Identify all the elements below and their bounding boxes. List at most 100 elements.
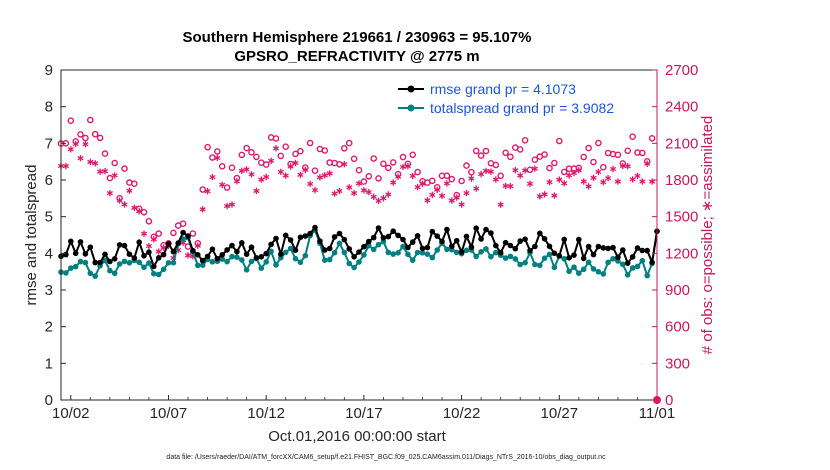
possible-obs-point-4 — [77, 131, 84, 138]
assimilated-obs-point-76 — [429, 191, 436, 199]
possible-obs-point-35 — [228, 164, 236, 171]
assimilated-obs-point-68 — [390, 179, 397, 186]
y-left-tick-label-4: 4 — [45, 245, 53, 262]
assimilated-obs-point-120 — [644, 160, 651, 167]
rmse-point-61 — [356, 249, 362, 255]
rmse-point-62 — [361, 243, 367, 250]
totalspread-point-86 — [478, 249, 484, 255]
rmse-point-37 — [239, 240, 245, 246]
totalspread-point-119 — [639, 257, 646, 264]
possible-obs-point-58 — [340, 144, 348, 152]
assimilated-obs-point-7 — [92, 160, 99, 167]
rmse-point-111 — [600, 245, 607, 251]
assimilated-obs-point-98 — [536, 193, 543, 200]
x-tick-label-6: 11/01 — [639, 405, 675, 422]
totalspread-point-7 — [92, 273, 98, 279]
totalspread-point-85 — [473, 253, 480, 260]
totalspread-point-29 — [199, 262, 206, 269]
assimilated-obs-point-52 — [311, 186, 319, 194]
possible-obs-point-59 — [345, 139, 353, 147]
rmse-point-116 — [624, 260, 631, 266]
assimilated-obs-point-95 — [521, 167, 529, 174]
assimilated-obs-point-13 — [121, 201, 128, 208]
possible-obs-point-103 — [560, 168, 568, 176]
y-left-tick-label-5: 5 — [45, 209, 53, 226]
rmse-point-48 — [292, 247, 299, 253]
rmse-point-118 — [634, 245, 641, 251]
rmse-point-120 — [644, 247, 650, 254]
totalspread-point-108 — [585, 259, 592, 266]
totalspread-point-18 — [146, 260, 152, 266]
x-tick-label-5: 10/27 — [541, 405, 579, 422]
y-right-tick-label-7: 2100 — [665, 135, 698, 152]
assimilated-obs-point-34 — [223, 202, 231, 210]
rmse-point-21 — [160, 251, 167, 258]
assimilated-obs-point-50 — [302, 166, 309, 174]
assimilated-obs-point-31 — [209, 173, 216, 181]
assimilated-obs-point-108 — [585, 183, 592, 190]
assimilated-obs-point-32 — [214, 154, 221, 162]
assimilated-obs-point-82 — [458, 201, 465, 208]
assimilated-obs-point-29 — [199, 206, 206, 213]
rmse-point-5 — [82, 251, 89, 257]
rmse-point-70 — [400, 236, 406, 243]
assimilated-obs-point-56 — [331, 190, 338, 197]
assimilated-obs-point-39 — [248, 171, 255, 178]
totalspread-point-69 — [395, 250, 401, 256]
assimilated-obs-point-28 — [194, 242, 201, 249]
assimilated-obs-point-30 — [204, 188, 211, 195]
rmse-point-7 — [92, 259, 98, 266]
rmse-point-24 — [175, 240, 181, 246]
rmse-point-27 — [190, 247, 196, 254]
totalspread-point-28 — [195, 262, 201, 269]
rmse-point-6 — [87, 244, 94, 250]
series-assimilated-obs — [57, 140, 661, 404]
possible-obs-point-6 — [87, 116, 94, 124]
totalspread-point-100 — [546, 251, 553, 258]
possible-obs-point-18 — [145, 217, 153, 225]
totalspread-point-31 — [209, 259, 216, 265]
possible-obs-point-46 — [282, 143, 290, 150]
possible-obs-point-102 — [556, 137, 563, 145]
assimilated-obs-point-104 — [565, 172, 573, 179]
rmse-point-8 — [97, 259, 103, 266]
totalspread-point-48 — [292, 255, 299, 262]
totalspread-point-57 — [336, 240, 343, 247]
rmse-point-82 — [458, 249, 465, 255]
rmse-point-22 — [165, 241, 172, 247]
rmse-point-15 — [131, 255, 138, 261]
y-right-tick-label-4: 1200 — [665, 245, 698, 262]
possible-obs-point-108 — [585, 144, 592, 152]
assimilated-obs-point-89 — [492, 176, 499, 183]
totalspread-point-104 — [566, 268, 572, 275]
possible-obs-point-11 — [111, 159, 118, 167]
rmse-point-60 — [351, 253, 357, 260]
rmse-point-92 — [507, 242, 514, 249]
rmse-point-77 — [434, 233, 441, 239]
assimilated-obs-point-118 — [634, 172, 641, 180]
rmse-point-73 — [414, 233, 421, 239]
totalspread-point-103 — [561, 255, 567, 262]
assimilated-obs-point-36 — [233, 178, 240, 185]
totalspread-point-2 — [68, 265, 74, 271]
totalspread-point-79 — [444, 246, 450, 253]
rmse-point-91 — [502, 239, 509, 246]
assimilated-obs-point-53 — [316, 174, 324, 181]
possible-obs-point-116 — [624, 147, 632, 155]
rmse-point-2 — [68, 238, 74, 245]
totalspread-point-58 — [341, 249, 348, 256]
rmse-point-65 — [375, 225, 382, 231]
totalspread-point-111 — [600, 271, 607, 277]
assimilated-obs-point-26 — [184, 252, 192, 259]
assimilated-obs-point-8 — [96, 168, 104, 175]
rmse-point-74 — [419, 245, 426, 252]
assimilated-obs-point-59 — [346, 184, 353, 191]
rmse-point-72 — [409, 239, 416, 245]
y-left-tick-label-0: 0 — [45, 392, 53, 409]
rmse-point-43 — [268, 241, 274, 248]
assimilated-obs-point-77 — [434, 186, 441, 193]
rmse-point-94 — [517, 238, 523, 244]
assimilated-obs-point-57 — [336, 187, 343, 195]
totalspread-point-55 — [326, 256, 333, 263]
assimilated-obs-point-112 — [605, 174, 612, 182]
